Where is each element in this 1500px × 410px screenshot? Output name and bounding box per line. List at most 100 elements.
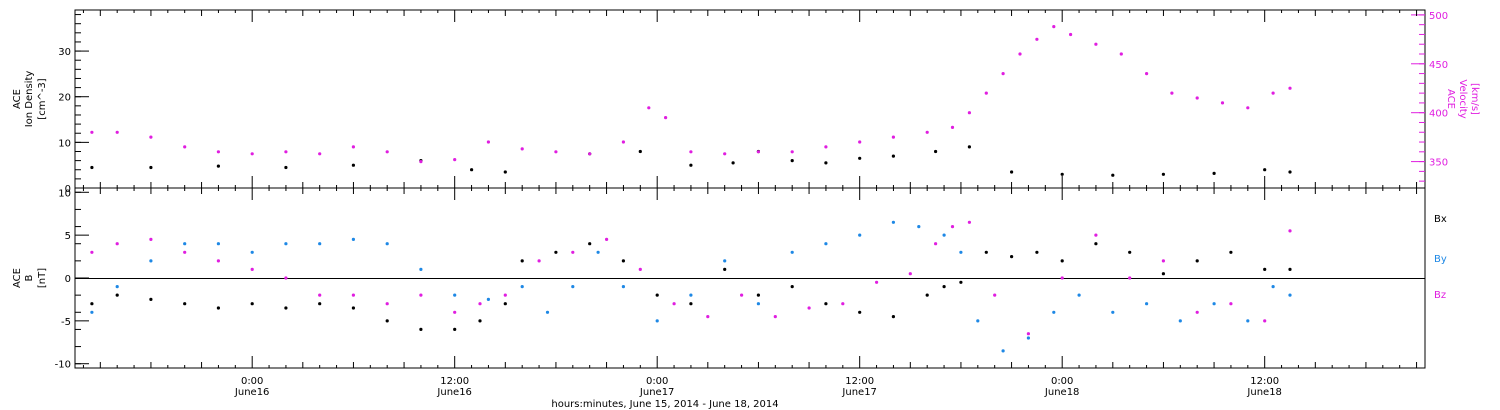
field-axis-label-line3: [nT] (37, 268, 48, 288)
bz-point (503, 293, 507, 297)
velocity-axis: 350 400 450 500 (1411, 11, 1448, 182)
by-point (824, 242, 828, 246)
bz-point (841, 302, 845, 306)
bz-point (478, 302, 482, 306)
ion-density-point (638, 149, 642, 154)
by-point (419, 267, 423, 271)
density-axis-tick-label: 0 (65, 184, 71, 195)
bx-point (588, 242, 592, 246)
velocity-point (1271, 91, 1275, 95)
bz-point (740, 293, 744, 297)
bx-point (250, 302, 254, 306)
bz-point (1094, 233, 1098, 237)
velocity-axis-tick-label: 400 (1429, 109, 1448, 120)
time-tick-label: 0:00 (241, 376, 263, 387)
bx-point (1229, 250, 1233, 254)
ion-density-point (1060, 172, 1064, 176)
field-axis-tick-label: -10 (55, 360, 71, 371)
bx-point (183, 302, 187, 306)
time-tick-label: 0:00 (1051, 376, 1073, 387)
by-point (284, 242, 288, 246)
bz-point (773, 315, 777, 319)
bx-point (1010, 255, 1014, 259)
bx-point (1128, 250, 1132, 254)
bx-point (1288, 267, 1292, 271)
field-axis: -10 -5 0 5 10 (55, 188, 89, 371)
bz-point (1060, 276, 1064, 280)
by-point (571, 285, 575, 289)
field-axis-tick-label: -5 (61, 317, 71, 328)
velocity-axis-tick-label: 350 (1429, 158, 1448, 169)
bx-point (1035, 250, 1039, 254)
by-point (318, 242, 322, 246)
bz-point (672, 302, 676, 306)
bx-point (756, 293, 761, 297)
velocity-point (1145, 72, 1149, 76)
bx-point (891, 315, 896, 319)
density-axis-label-line3: [cm^-3] (37, 78, 48, 119)
velocity-point (90, 130, 94, 134)
bz-point (1195, 310, 1199, 314)
velocity-point (824, 145, 828, 149)
bz-point (351, 293, 355, 297)
velocity-point (1119, 52, 1123, 56)
bx-point (284, 306, 288, 310)
velocity-point (1018, 52, 1022, 56)
velocity-point (1069, 32, 1073, 37)
ion-density-point (470, 168, 474, 172)
bz-point (149, 237, 153, 241)
density-axis-label-line1: ACE (12, 89, 23, 109)
velocity-point (284, 150, 288, 154)
bx-point (1094, 242, 1098, 246)
velocity-axis-tick-label: 450 (1429, 60, 1448, 71)
by-point (1288, 293, 1292, 297)
ion-density-point (216, 164, 220, 168)
by-point (621, 285, 626, 289)
bz-point (1288, 229, 1292, 233)
field-axis-tick-label: 10 (58, 188, 71, 199)
ion-density-point (824, 161, 828, 165)
bx-point (503, 302, 507, 306)
bz-point (1161, 259, 1165, 263)
time-axis: 0:00June1612:00June160:00June1712:00June… (82, 10, 1418, 398)
velocity-point (250, 152, 254, 156)
velocity-point (216, 150, 220, 154)
by-point (351, 237, 355, 241)
bz-point (216, 259, 220, 263)
top-panel-frame (74, 9, 1426, 189)
velocity-point (925, 130, 929, 134)
bz-point (605, 237, 609, 241)
velocity-point (984, 91, 988, 95)
bx-point (453, 327, 457, 331)
ion-density-point (731, 161, 735, 165)
velocity-point (588, 152, 592, 156)
bx-point (824, 302, 828, 306)
bx-point (554, 250, 558, 254)
bz-point (934, 242, 938, 246)
by-point (1052, 310, 1056, 314)
legend: Bx By Bz (1434, 214, 1447, 301)
by-point (917, 225, 921, 229)
date-tick-label: June18 (1044, 387, 1080, 398)
velocity-point (419, 160, 423, 164)
field-axis-label-line2: B (24, 274, 35, 281)
bottom-panel: -10 -5 0 5 10 ACE B [nT] Bx By Bz (12, 187, 1447, 371)
bz-point (385, 302, 389, 306)
velocity-point (1220, 101, 1225, 105)
by-point (115, 285, 119, 289)
velocity-point (967, 111, 972, 115)
time-tick-label: 12:00 (440, 376, 469, 387)
velocity-point (1246, 106, 1250, 110)
density-axis-tick-label: 10 (58, 138, 71, 149)
ion-density-point (149, 165, 153, 170)
velocity-point (453, 158, 457, 162)
velocity-axis-label-line1: ACE (1445, 89, 1456, 109)
bz-point (908, 272, 912, 276)
by-point (959, 250, 963, 254)
velocity-point (1035, 37, 1039, 41)
velocity-point (756, 150, 761, 154)
bz-point (318, 293, 322, 297)
bz-point (993, 293, 997, 297)
velocity-point (621, 140, 626, 144)
date-tick-label: June17 (639, 387, 675, 398)
